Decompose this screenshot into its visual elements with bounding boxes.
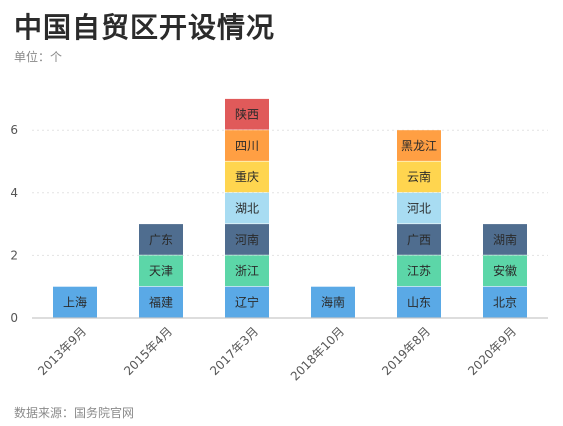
segment-label: 河北 (407, 201, 431, 215)
bar-segment (483, 255, 527, 287)
segment-label: 四川 (235, 139, 259, 153)
segment-label: 湖北 (235, 200, 259, 215)
y-tick-label: 4 (10, 186, 18, 200)
bar-segment (225, 98, 269, 130)
bar-segment (397, 130, 441, 161)
bar-segment (483, 286, 527, 318)
y-tick-label: 2 (10, 248, 18, 262)
segment-label: 福建 (149, 294, 173, 309)
segment-label: 重庆 (235, 170, 259, 184)
source-note: 数据来源：国务院官网 (14, 406, 135, 420)
bar-segment (225, 161, 269, 193)
segment-label: 辽宁 (235, 294, 259, 309)
bar-segment (225, 192, 269, 224)
y-tick-label: 6 (10, 123, 18, 137)
bar-segment (139, 224, 183, 255)
bar-segment (139, 255, 183, 287)
x-tick-label: 2018年10月 (288, 324, 347, 383)
x-tick-label: 2017年3月 (207, 324, 261, 378)
segment-label: 浙江 (235, 264, 259, 278)
bar-segment (225, 255, 269, 287)
bar-segment (139, 286, 183, 318)
segment-label: 江苏 (407, 264, 431, 278)
segment-label: 广西 (407, 233, 431, 247)
bar-segment (397, 224, 441, 255)
bar-segment (397, 286, 441, 318)
segment-label: 湖南 (493, 232, 517, 247)
x-tick-label: 2015年4月 (121, 324, 175, 378)
bar-segment (225, 130, 269, 161)
bar-segment (483, 224, 527, 255)
x-tick-label: 2020年9月 (465, 324, 519, 378)
bar-segment (225, 286, 269, 318)
bar-segment (53, 286, 97, 318)
bar-segment (311, 286, 355, 318)
segment-label: 北京 (493, 295, 517, 309)
segment-label: 山东 (407, 295, 431, 309)
segment-label: 黑龙江 (401, 139, 437, 153)
bar-segment (397, 192, 441, 224)
segment-label: 海南 (321, 294, 345, 309)
bar-segment (225, 224, 269, 255)
unit-label: 单位：个 (14, 50, 63, 64)
y-tick-label: 0 (10, 311, 18, 325)
bar-segment (397, 161, 441, 193)
segment-label: 河南 (235, 232, 259, 247)
x-tick-label: 2019年8月 (379, 324, 433, 378)
segment-label: 天津 (149, 264, 173, 278)
segment-label: 陕西 (235, 107, 259, 122)
bar-segment (397, 255, 441, 287)
segment-label: 广东 (149, 233, 173, 247)
segment-label: 上海 (63, 294, 87, 309)
segment-label: 云南 (407, 169, 431, 184)
chart-title: 中国自贸区开设情况 (14, 11, 276, 44)
x-tick-label: 2013年9月 (35, 324, 89, 378)
segment-label: 安徽 (493, 263, 517, 278)
